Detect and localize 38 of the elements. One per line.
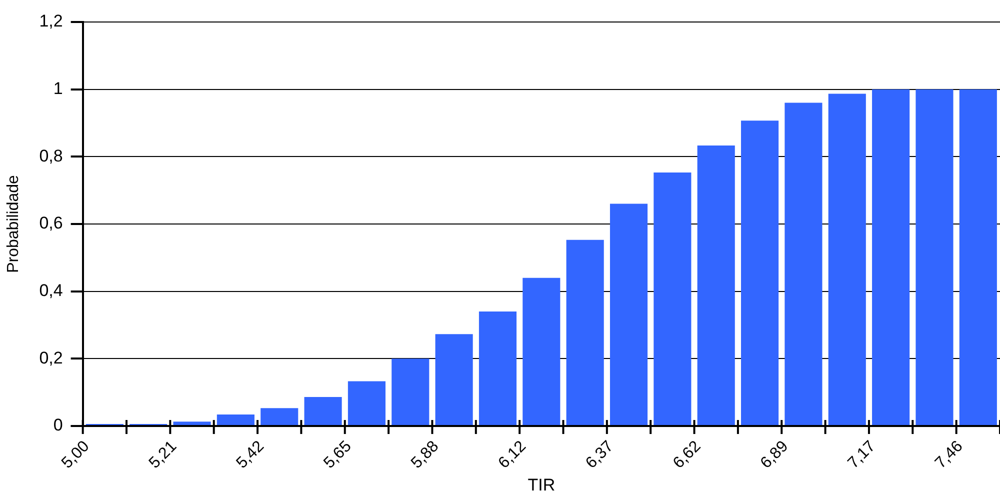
bar xyxy=(916,89,954,426)
bar xyxy=(610,204,648,426)
y-tick-label: 1 xyxy=(53,79,63,98)
y-tick-label: 0,8 xyxy=(39,146,63,166)
bar xyxy=(260,408,298,426)
x-tick-label: 6,12 xyxy=(495,438,530,472)
x-tick-label: 5,42 xyxy=(233,438,268,472)
y-tick-label: 1,2 xyxy=(39,12,63,31)
bar xyxy=(566,240,604,426)
y-tick-label: 0,6 xyxy=(39,214,63,233)
bar xyxy=(304,397,342,426)
bar xyxy=(522,278,560,426)
bar xyxy=(828,94,866,426)
y-axis-title: Probabilidade xyxy=(5,174,22,273)
y-tick-label: 0,2 xyxy=(39,348,63,368)
x-tick-label: 5,88 xyxy=(408,438,442,472)
x-tick-label: 5,00 xyxy=(58,438,93,472)
bar xyxy=(392,358,430,426)
bar xyxy=(435,334,473,426)
bar xyxy=(216,414,254,426)
x-tick-label: 6,37 xyxy=(582,438,617,472)
x-tick-label: 7,17 xyxy=(844,438,879,472)
bar xyxy=(872,89,910,426)
bar xyxy=(784,102,822,426)
bar xyxy=(478,312,517,426)
bar xyxy=(348,381,386,426)
x-tick-label: 7,46 xyxy=(932,438,966,472)
x-tick-label: 6,89 xyxy=(758,438,792,472)
x-axis-title: TIR xyxy=(528,475,556,494)
bar xyxy=(959,89,997,426)
x-tick-label: 5,21 xyxy=(146,438,180,472)
y-tick-label: 0,4 xyxy=(39,281,63,300)
bar xyxy=(654,172,692,426)
y-tick-label: 0 xyxy=(53,416,63,435)
bar xyxy=(697,146,735,426)
x-tick-label: 6,62 xyxy=(670,438,704,472)
bar xyxy=(741,120,779,426)
bar xyxy=(173,422,211,426)
